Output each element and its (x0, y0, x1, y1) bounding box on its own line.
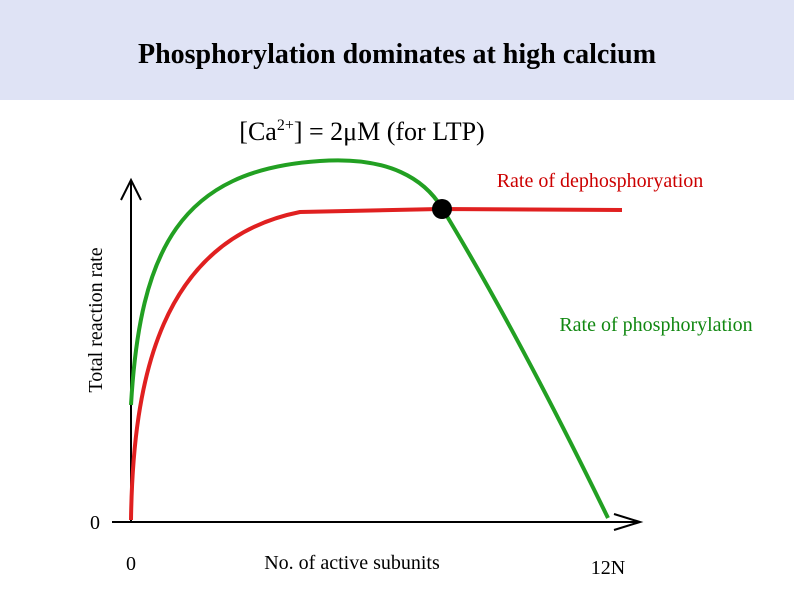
x-axis-label: No. of active subunits (264, 552, 440, 574)
title: Phosphorylation dominates at high calciu… (138, 39, 656, 70)
subtitle-superscript: 2+ (277, 117, 294, 134)
axes (112, 177, 644, 531)
x-end-label: 12N (591, 557, 625, 579)
subtitle-prefix: [Ca (239, 117, 277, 146)
dephosphorylation-curve (129, 206, 623, 521)
dephosphorylation-label: Rate of dephosphoryation (497, 170, 704, 192)
subtitle: [Ca2+] = 2μM (for LTP) (239, 117, 484, 146)
steady-state-point (432, 199, 452, 219)
subtitle-suffix: ] = 2μM (for LTP) (294, 117, 485, 146)
y-origin-label: 0 (90, 512, 100, 534)
phosphorylation-label: Rate of phosphorylation (559, 314, 752, 336)
y-axis-label: Total reaction rate (85, 247, 107, 392)
y-arrow (120, 177, 142, 201)
phosphorylation-curve (129, 158, 610, 519)
x-arrow (613, 513, 644, 531)
header-band (0, 0, 794, 100)
x-origin-label: 0 (126, 553, 136, 575)
